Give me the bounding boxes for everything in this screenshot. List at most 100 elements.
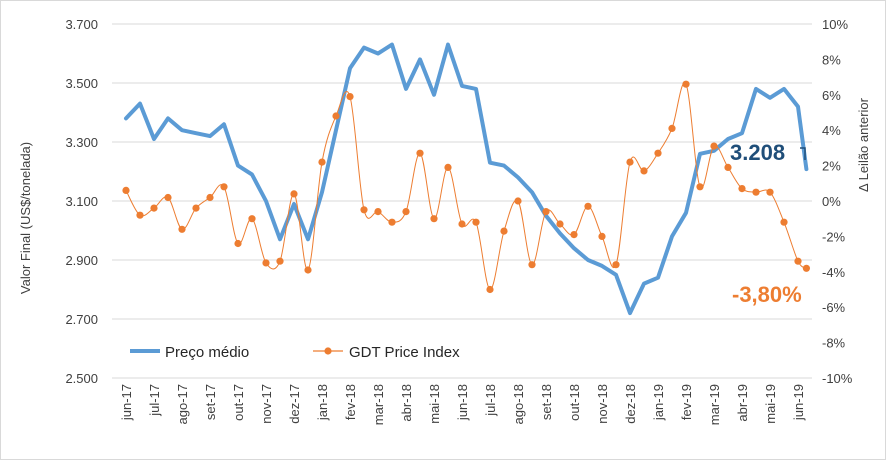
legend-label-preco-medio: Preço médio <box>165 344 249 361</box>
gdt-data-point <box>122 186 130 194</box>
x-tick-label: jul-17 <box>147 384 162 417</box>
x-tick-label: jan-19 <box>651 384 666 421</box>
right-tick-label: 8% <box>822 52 841 67</box>
gdt-data-point <box>542 208 550 216</box>
legend: Preço médio GDT Price Index <box>130 344 460 361</box>
gdt-data-point <box>584 202 592 210</box>
gdt-data-point <box>486 285 494 294</box>
right-tick-label: -4% <box>822 265 846 280</box>
gdt-data-point <box>136 211 144 219</box>
gdt-data-point <box>290 190 298 198</box>
x-tick-label: out-17 <box>231 384 246 421</box>
gdt-data-point <box>612 261 620 269</box>
x-tick-label: jun-18 <box>455 384 470 421</box>
x-tick-label: nov-17 <box>259 384 274 424</box>
left-axis-ticks: 2.500 2.700 2.900 3.100 3.300 3.500 3.700 <box>65 17 98 386</box>
x-axis-ticks: jun-17 jul-17 ago-17 set-17 out-17 nov-17 dez-… <box>119 384 806 425</box>
gdt-data-point <box>682 80 690 88</box>
left-tick-label: 2.700 <box>65 312 98 327</box>
gdt-data-point <box>668 124 676 132</box>
x-tick-label: set-17 <box>203 384 218 420</box>
gdt-data-point <box>752 188 760 196</box>
gdt-data-point <box>430 215 438 223</box>
gdt-data-point <box>514 197 522 205</box>
right-tick-label: -8% <box>822 336 846 351</box>
series-preco-medio <box>124 42 809 316</box>
gdt-data-point <box>402 208 410 216</box>
gdt-data-point <box>696 183 704 191</box>
gdt-data-point <box>724 163 732 171</box>
right-tick-label: 10% <box>822 17 848 32</box>
x-tick-label: ago-18 <box>511 384 526 424</box>
x-tick-label: ago-17 <box>175 384 190 424</box>
x-tick-label: mai-18 <box>427 384 442 424</box>
x-tick-label: out-18 <box>567 384 582 421</box>
gdt-data-point <box>738 185 746 193</box>
legend-marker-gdt <box>324 347 332 355</box>
x-tick-label: dez-17 <box>287 384 302 424</box>
last-change-callout: -3,80% <box>732 282 802 307</box>
last-price-callout: 3.208 <box>730 140 785 165</box>
gdt-data-point <box>640 167 648 175</box>
left-tick-label: 2.900 <box>65 253 98 268</box>
x-tick-label: abr-19 <box>735 384 750 422</box>
right-tick-label: 0% <box>822 194 841 209</box>
right-axis-title: Δ Leilão anterior <box>856 97 871 192</box>
gdt-data-point <box>802 264 811 272</box>
x-tick-label: fev-19 <box>679 384 694 420</box>
gdt-data-point <box>374 208 382 216</box>
gdt-data-point <box>500 227 508 235</box>
right-tick-label: -6% <box>822 300 846 315</box>
gdt-data-point <box>192 204 200 212</box>
x-tick-label: jun-17 <box>119 384 134 421</box>
x-tick-label: mai-19 <box>763 384 778 424</box>
gdt-data-point <box>164 193 172 202</box>
gdt-data-point <box>248 215 256 223</box>
left-axis-title: Valor Final (US$/tonelada) <box>18 142 33 294</box>
gdt-data-point <box>458 220 466 228</box>
left-tick-label: 3.700 <box>65 17 98 32</box>
gdt-data-point <box>220 183 228 191</box>
right-tick-label: 4% <box>822 123 841 138</box>
gdt-data-point <box>598 232 606 240</box>
x-tick-label: set-18 <box>539 384 554 420</box>
x-tick-label: jun-19 <box>791 384 806 421</box>
gdt-data-point <box>528 261 536 269</box>
gdt-data-point <box>262 259 270 267</box>
left-tick-label: 3.500 <box>65 76 98 91</box>
gdt-data-point <box>206 193 214 202</box>
x-tick-label: mar-18 <box>371 384 386 425</box>
gdt-data-point <box>360 206 368 214</box>
gdt-data-point <box>332 112 340 120</box>
x-tick-label: dez-18 <box>623 384 638 424</box>
gdt-data-point <box>444 163 452 171</box>
gdt-data-point <box>416 149 424 157</box>
gdt-data-point <box>178 225 186 233</box>
right-tick-label: -10% <box>822 371 853 386</box>
gdt-data-point <box>318 158 326 166</box>
x-tick-label: jan-18 <box>315 384 330 421</box>
gdt-data-point <box>570 231 578 239</box>
gdt-data-point <box>654 149 662 157</box>
gdt-data-point <box>346 93 354 101</box>
right-tick-label: 2% <box>822 159 841 174</box>
series-gdt-price-index <box>122 80 811 294</box>
gdt-price-index-line <box>125 82 807 291</box>
left-tick-label: 3.100 <box>65 194 98 209</box>
left-tick-label: 2.500 <box>65 371 98 386</box>
gdt-data-point <box>472 218 480 226</box>
left-tick-label: 3.300 <box>65 135 98 150</box>
last-price-callout-connector <box>800 147 806 160</box>
gdt-data-point <box>388 218 396 226</box>
x-tick-label: nov-18 <box>595 384 610 424</box>
gdt-data-point <box>794 257 802 265</box>
x-tick-label: abr-18 <box>399 384 414 422</box>
right-axis-ticks: -10% -8% -6% -4% -2% 0% 2% 4% 6% 8% 10% <box>822 17 853 386</box>
gdt-data-point <box>304 266 312 274</box>
x-tick-label: jul-18 <box>483 384 498 417</box>
right-tick-label: 6% <box>822 88 841 103</box>
gdt-data-point <box>780 218 788 226</box>
